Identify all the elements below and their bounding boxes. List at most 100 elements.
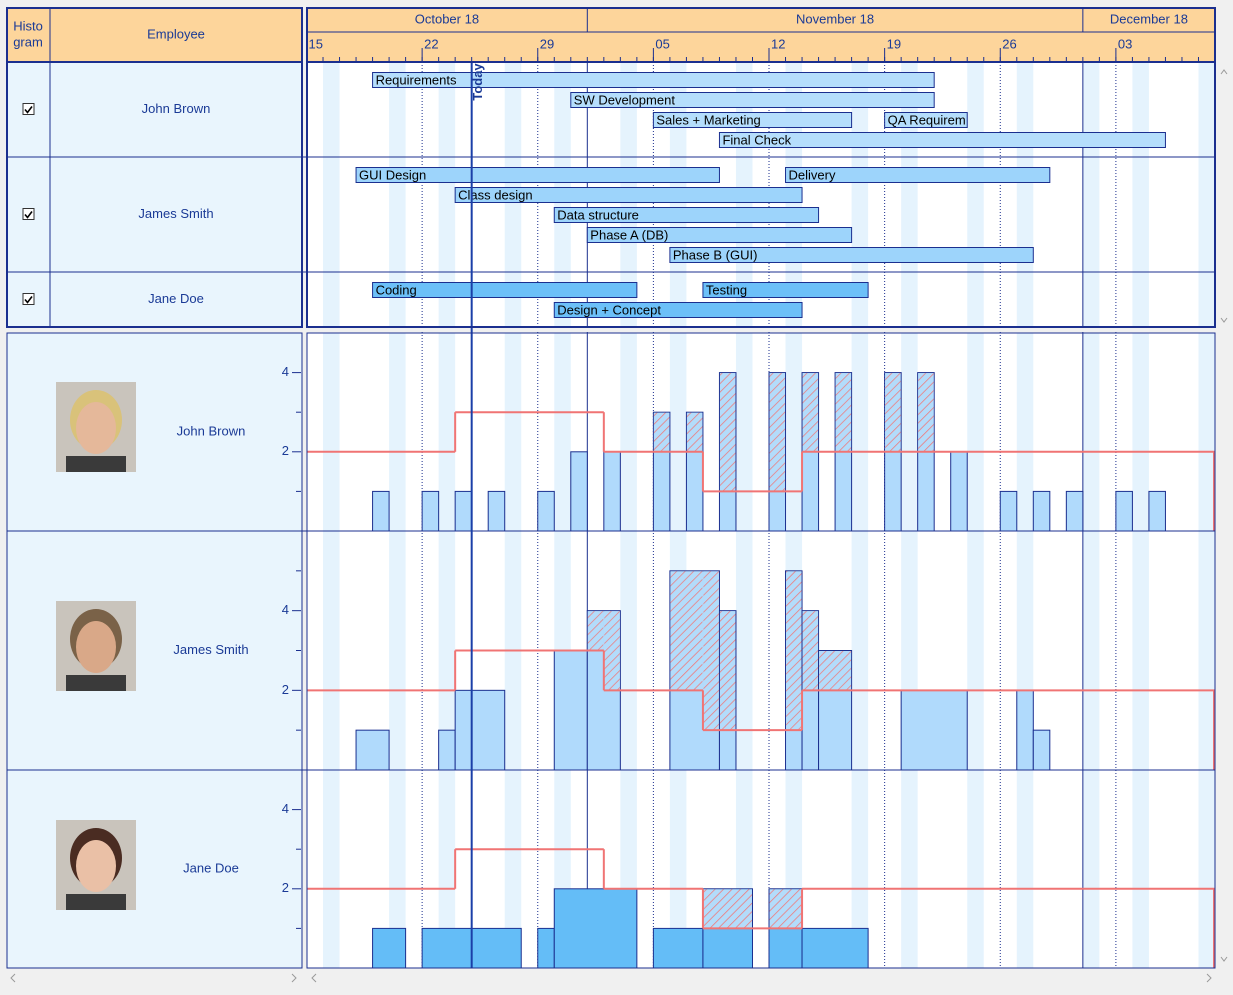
day-shade [967,62,984,327]
task-bar[interactable] [785,167,1051,183]
employee-name: James Smith [173,642,248,657]
table-header [6,7,303,63]
y-tick-label: 4 [282,801,289,816]
task-label: Delivery [789,167,836,182]
histogram-checkbox[interactable] [22,103,35,115]
scroll-down[interactable] [1220,317,1228,323]
histogram-bar [421,490,440,532]
scrollbar[interactable] [7,970,302,986]
day-shade [967,333,984,968]
task-bar[interactable] [372,72,935,88]
task-bar[interactable] [702,282,869,298]
histogram-bar [1115,490,1133,532]
histogram-bar [652,927,704,969]
task-bar[interactable] [553,207,820,223]
day-shade [1016,333,1034,968]
scroll-up[interactable] [1220,69,1228,75]
histogram-bar [950,451,968,532]
panel-border [6,61,303,328]
today-label: Today [470,63,485,101]
month-label: November 18 [796,11,874,26]
histogram-bar [603,451,621,532]
task-bar[interactable] [669,247,1034,263]
scrollbar[interactable] [307,970,1215,986]
histogram-checkbox[interactable] [22,208,35,220]
scroll-right[interactable] [291,973,297,983]
employee-name: Jane Doe [148,291,204,306]
histogram-bar [1032,729,1051,771]
task-bar[interactable] [355,167,720,183]
scrollbar[interactable] [1217,333,1231,968]
histogram-bar [372,490,390,532]
histogram-bar [1016,689,1034,771]
task-label: Sales + Marketing [656,112,760,127]
day-shade [735,333,753,968]
task-bar[interactable] [553,302,803,318]
overload [670,571,703,691]
overload [918,373,934,452]
histogram-checkbox[interactable] [22,293,35,305]
scroll-left[interactable] [311,973,317,983]
day-shade [1082,62,1100,327]
task-bar[interactable] [570,92,935,108]
task-bar[interactable] [718,132,1166,148]
histogram-bar [355,729,390,771]
checkmark [24,211,33,219]
scroll-right[interactable] [1206,973,1212,983]
scroll-down[interactable] [1220,956,1228,962]
overload [604,611,620,691]
photo-body [66,456,126,472]
panel-border [306,332,1216,969]
histogram-bar [553,650,588,771]
day-shade [389,333,406,968]
overload [769,373,786,492]
task-label: Requirements [376,72,457,87]
histogram-bar [801,927,869,969]
task-label: Class design [458,187,532,202]
histogram-bar [454,490,473,532]
task-label: Phase B (GUI) [673,247,758,262]
y-tick-label: 4 [282,602,289,617]
day-shade [1016,62,1034,327]
scroll-left[interactable] [10,973,16,983]
histogram-bar [372,927,407,969]
photo-face [76,402,116,454]
overload [802,373,819,452]
overload [819,651,852,691]
histogram-bar [537,927,555,969]
scrollbar[interactable] [1217,62,1231,327]
y-tick-label: 4 [282,364,289,379]
day-shade [1082,333,1100,968]
month-label: October 18 [415,11,479,26]
task-bar[interactable] [652,112,853,128]
overload [719,611,736,731]
task-label: Coding [376,282,417,297]
day-shade [323,62,340,327]
day-label: 05 [655,36,669,51]
overload [885,373,901,452]
histogram-bar [487,490,506,532]
task-bar[interactable] [586,227,853,243]
histogram-bar [1032,490,1051,532]
day-shade [1198,333,1215,968]
employee-panel [7,62,302,327]
overload [587,611,604,651]
header-employee: Employee [147,26,205,41]
histogram-bar [1065,490,1084,532]
overload [769,889,802,929]
histogram-bar [570,451,588,532]
task-bar[interactable] [884,112,968,128]
overload [703,889,752,929]
task-label: Design + Concept [557,302,661,317]
day-label: 15 [309,36,323,51]
employee-name: John Brown [142,101,211,116]
task-bar[interactable] [454,187,803,203]
histogram-bar [900,689,968,771]
task-bar[interactable] [372,282,638,298]
day-label: 12 [771,36,785,51]
day-shade [1132,62,1149,327]
task-label: GUI Design [359,167,426,182]
employee-name: Jane Doe [183,860,239,875]
panel-border [306,61,1216,328]
day-shade [851,333,869,968]
